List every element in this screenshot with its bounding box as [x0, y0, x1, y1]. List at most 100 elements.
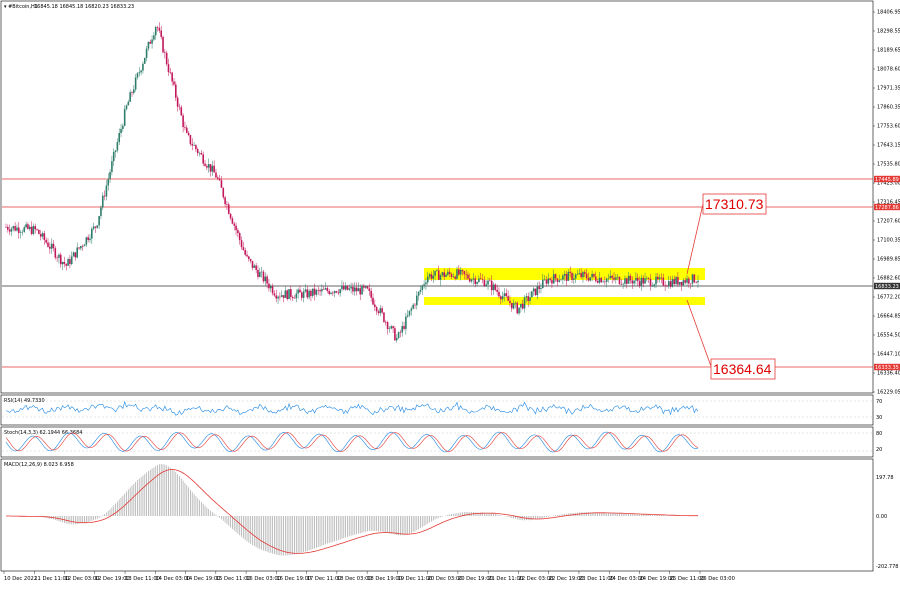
- candle-body: [563, 273, 566, 276]
- candle-body: [187, 132, 190, 136]
- candle-body: [235, 225, 237, 231]
- candle-body: [333, 291, 336, 294]
- candle-body: [430, 274, 433, 279]
- candle-body: [509, 300, 511, 303]
- candle-body: [231, 218, 234, 224]
- candle-body: [684, 280, 687, 283]
- candle-body: [405, 316, 407, 329]
- candle-body: [500, 296, 502, 300]
- candle-body: [662, 277, 665, 286]
- candle-body: [23, 227, 26, 232]
- candle-body: [178, 106, 181, 108]
- candle-body: [624, 278, 626, 284]
- candle-body: [567, 271, 570, 281]
- candle-body: [520, 303, 522, 308]
- candle-body: [38, 229, 40, 235]
- candle-body: [423, 284, 425, 286]
- candle-body: [594, 276, 597, 281]
- candle-body: [558, 280, 561, 282]
- candle-body: [92, 226, 95, 229]
- candle-body: [339, 289, 341, 294]
- candle-body: [372, 297, 374, 305]
- candle-body: [697, 280, 699, 283]
- candle-body: [342, 285, 345, 290]
- candle-body: [255, 265, 257, 270]
- candle-body: [145, 48, 148, 58]
- candle-body: [140, 70, 142, 73]
- candle-body: [184, 127, 186, 128]
- candle-body: [202, 154, 204, 164]
- candle-body: [501, 296, 504, 300]
- price-axis-label: 16447.10: [877, 352, 900, 358]
- candle-body: [143, 57, 146, 64]
- candle-body: [523, 297, 526, 309]
- candle-body: [154, 27, 157, 36]
- candle-body: [220, 180, 223, 188]
- candle-body: [359, 288, 362, 295]
- candle-body: [651, 286, 654, 287]
- candle-body: [47, 242, 49, 247]
- time-axis-label: 17 Dec 11:00: [307, 576, 342, 582]
- candle-body: [582, 272, 584, 278]
- candle-body: [167, 64, 170, 73]
- candle-body: [691, 274, 694, 284]
- candle-body: [585, 273, 588, 278]
- candle-body: [669, 281, 672, 287]
- candle-body: [69, 259, 71, 265]
- time-axis-label: 20 Dec 03:00: [428, 576, 463, 582]
- candle-body: [30, 226, 33, 235]
- candle-body: [620, 283, 623, 285]
- macd-signal-line: [6, 469, 698, 554]
- price-axis-label: 18189.65: [877, 48, 900, 54]
- candle-body: [215, 172, 217, 178]
- candle-body: [216, 177, 219, 179]
- candle-body: [605, 278, 608, 282]
- candle-body: [346, 285, 349, 290]
- candle-body: [291, 296, 294, 298]
- candle-body: [67, 259, 69, 266]
- candle-body: [246, 254, 248, 257]
- candle-body: [7, 227, 9, 230]
- candle-body: [474, 278, 477, 284]
- candle-body: [552, 274, 555, 284]
- candle-body: [264, 276, 267, 282]
- time-axis-label: 22 Dec 03:00: [518, 576, 553, 582]
- candle-body: [300, 292, 303, 298]
- candle-body: [313, 288, 316, 295]
- candle-body: [304, 289, 307, 292]
- time-axis-label: 25 Dec 11:00: [670, 576, 705, 582]
- candle-body: [101, 195, 104, 208]
- candle-body: [176, 97, 179, 107]
- candle-body: [162, 36, 164, 53]
- candle-body: [406, 315, 409, 317]
- candle-body: [578, 273, 581, 275]
- consolidation-zone-lower: [424, 297, 705, 305]
- price-axis-label: 16229.05: [877, 390, 900, 396]
- candle-body: [237, 230, 239, 233]
- candle-body: [485, 284, 488, 287]
- candle-body: [549, 278, 551, 281]
- price-axis-label: 16554.50: [877, 333, 900, 339]
- candle-body: [206, 165, 208, 168]
- candle-body: [317, 289, 320, 291]
- candle-body: [322, 289, 325, 290]
- macd-level-low: -202.778: [876, 564, 898, 570]
- svg-text:16333.35: 16333.35: [875, 365, 899, 371]
- candle-body: [279, 296, 281, 298]
- candle-body: [116, 142, 119, 151]
- candle-body: [505, 293, 508, 297]
- time-axis-label: 16 Dec 03:00: [246, 576, 281, 582]
- candle-body: [332, 292, 334, 294]
- candle-body: [428, 274, 431, 277]
- rsi-panel: [0, 394, 874, 426]
- candle-body: [260, 271, 263, 273]
- candle-body: [63, 261, 66, 264]
- candle-body: [133, 89, 135, 93]
- candle-body: [434, 270, 436, 276]
- candle-body: [5, 226, 7, 228]
- candle-body: [105, 185, 108, 197]
- callout-box-lower: [710, 358, 776, 380]
- price-axis-label: 16772.20: [877, 295, 900, 301]
